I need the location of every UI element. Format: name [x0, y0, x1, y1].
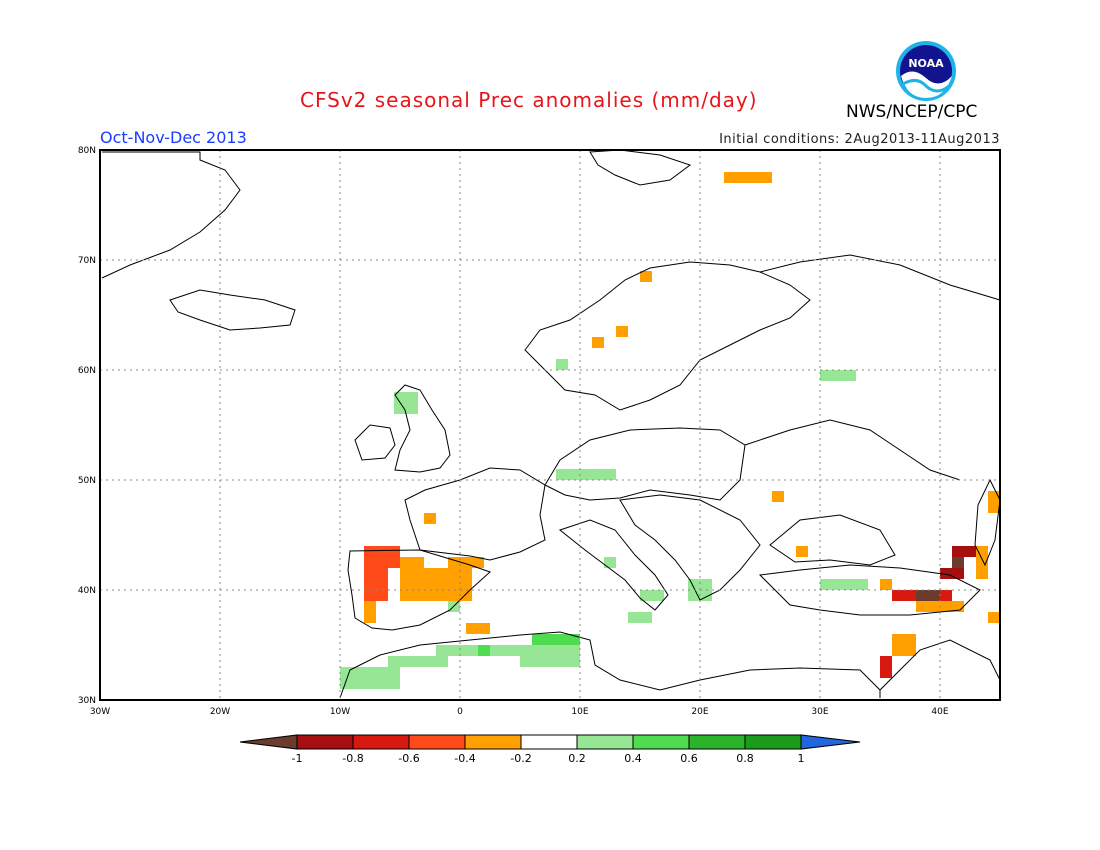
- lat-tick-label: 70N: [78, 256, 96, 266]
- colorbar-label: 1: [798, 752, 805, 765]
- lon-tick-label: 30E: [811, 707, 828, 717]
- lon-tick-label: 0: [457, 707, 463, 717]
- colorbar-label: -0.2: [510, 752, 531, 765]
- anomaly-cell: [820, 579, 868, 590]
- colorbar-swatch: [408, 734, 466, 750]
- lon-tick-label: 20W: [210, 707, 230, 717]
- anomaly-cell: [976, 546, 988, 579]
- anomaly-cell: [364, 601, 376, 623]
- anomaly-cell: [952, 546, 976, 557]
- colorbar-swatch: [576, 734, 634, 750]
- colorbar-label: -1: [292, 752, 303, 765]
- colorbar-label: 0.2: [568, 752, 586, 765]
- colorbar-label: 0.8: [736, 752, 754, 765]
- anomaly-cell: [466, 623, 490, 634]
- map-frame: [99, 149, 1001, 701]
- grid-lines: [100, 150, 1000, 700]
- colorbar-arrow-high: [800, 734, 861, 750]
- anomaly-cell: [640, 590, 664, 601]
- anomaly-cell: [880, 656, 892, 678]
- anomaly-cell: [988, 491, 1000, 513]
- lat-tick-label: 50N: [78, 476, 96, 486]
- anomaly-cell: [796, 546, 808, 557]
- season-label: Oct-Nov-Dec 2013: [100, 128, 247, 147]
- lon-tick-label: 40E: [931, 707, 948, 717]
- anomaly-cell: [424, 513, 436, 524]
- colorbar-label: 0.6: [680, 752, 698, 765]
- colorbar-arrow-low: [239, 734, 298, 750]
- initial-conditions: Initial conditions: 2Aug2013-11Aug2013: [719, 132, 1000, 147]
- anomaly-cell: [916, 590, 940, 601]
- anomaly-cell: [616, 326, 628, 337]
- map-title: CFSv2 seasonal Prec anomalies (mm/day): [300, 88, 758, 112]
- lat-tick-label: 80N: [78, 146, 96, 156]
- anomaly-cell: [340, 667, 400, 689]
- anomaly-cell: [400, 557, 424, 568]
- axis-ticks: 30W 20W 10W 0 10E 20E 30E 40E 30N 40N 50N 60N 70N 80N: [78, 146, 949, 717]
- lat-tick-label: 40N: [78, 586, 96, 596]
- lat-tick-label: 60N: [78, 366, 96, 376]
- lon-tick-label: 20E: [691, 707, 708, 717]
- anomaly-cell: [388, 656, 448, 667]
- anomaly-cell: [988, 612, 1000, 623]
- anomaly-cell: [772, 491, 784, 502]
- anomaly-cell: [448, 557, 484, 568]
- anomaly-cell: [520, 645, 580, 667]
- anomaly-cell: [532, 634, 580, 645]
- colorbar-label: -0.8: [342, 752, 363, 765]
- anomaly-cell: [628, 612, 652, 623]
- lon-tick-label: 10E: [571, 707, 588, 717]
- anomaly-cell: [952, 557, 964, 568]
- agency-label: NWS/NCEP/CPC: [846, 102, 978, 122]
- anomaly-cell: [820, 370, 856, 381]
- anomaly-cells: [340, 172, 1000, 689]
- anomaly-cell: [880, 579, 892, 590]
- anomaly-cell: [892, 634, 916, 656]
- lon-tick-label: 30W: [90, 707, 110, 717]
- colorbar-swatch: [632, 734, 690, 750]
- anomaly-cell: [724, 172, 772, 183]
- logo-text: NOAA: [908, 57, 944, 70]
- anomaly-cell: [364, 546, 400, 568]
- anomaly-cell: [394, 392, 418, 414]
- anomaly-cell: [940, 568, 964, 579]
- anomaly-cell: [592, 337, 604, 348]
- colorbar-swatch: [744, 734, 802, 750]
- anomaly-cell: [640, 271, 652, 282]
- anomaly-cell: [364, 568, 388, 601]
- colorbar-swatch: [520, 734, 578, 750]
- anomaly-cell: [556, 359, 568, 370]
- lat-tick-label: 30N: [78, 696, 96, 706]
- anomaly-cell: [478, 645, 490, 656]
- anomaly-cell: [556, 469, 616, 480]
- colorbar-label: -0.4: [454, 752, 475, 765]
- colorbar-swatch: [464, 734, 522, 750]
- colorbar-swatch: [352, 734, 410, 750]
- anomaly-cell: [604, 557, 616, 568]
- lon-tick-label: 10W: [330, 707, 350, 717]
- colorbar-label: -0.6: [398, 752, 419, 765]
- noaa-logo-icon: NOAA: [896, 41, 956, 101]
- colorbar-swatch: [688, 734, 746, 750]
- colorbar-swatch: [296, 734, 354, 750]
- colorbar-label: 0.4: [624, 752, 642, 765]
